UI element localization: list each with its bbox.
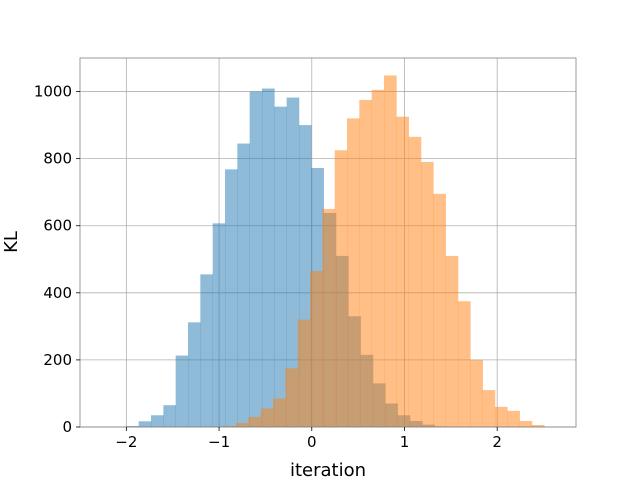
series-1-bar-11	[359, 99, 372, 427]
series-1-bar-10	[347, 118, 360, 427]
series-0-bar-1	[138, 421, 152, 427]
series-0-bar-11	[261, 88, 275, 427]
y-tick-label-1: 200	[43, 351, 72, 369]
series-1-bar-0	[223, 425, 237, 427]
series-0-bar-9	[237, 143, 250, 428]
series-1-bar-17	[433, 193, 446, 427]
x-tick-label-2: 0	[307, 433, 317, 451]
histogram-bars	[126, 75, 557, 428]
series-1-bar-7	[310, 271, 323, 427]
series-0-bar-6	[200, 274, 213, 427]
series-1-bar-1	[236, 422, 249, 427]
series-0-bar-8	[224, 169, 238, 427]
series-0-bar-7	[212, 223, 226, 427]
x-axis-ticks: −2 −1 0 1 2	[115, 427, 502, 451]
series-1-bar-25	[531, 424, 545, 427]
x-axis-label: iteration	[290, 460, 366, 480]
plot-frame	[79, 57, 577, 428]
series-0-bar-12	[274, 106, 287, 428]
series-1-bar-2	[248, 416, 261, 427]
series-1-bar-12	[371, 89, 385, 428]
x-tick-label-0: −2	[115, 433, 137, 451]
series-1-bar-6	[297, 319, 311, 427]
series-0-bar-4	[175, 355, 189, 427]
y-tick-label-2: 400	[43, 284, 72, 302]
series-1-bar-24	[519, 420, 533, 427]
series-0-bar-2	[151, 415, 164, 427]
series-0-bar-0	[126, 425, 139, 427]
series-1-bar-16	[420, 161, 434, 427]
series-0-bar-13	[286, 97, 300, 428]
y-tick-label-4: 800	[43, 150, 72, 168]
series-1-bar-14	[396, 116, 409, 428]
y-axis-ticks: 0 200 400 600 800 1000	[34, 83, 80, 436]
y-tick-label-3: 600	[43, 217, 72, 235]
y-tick-label-0: 0	[62, 418, 72, 436]
series-1-bar-19	[457, 301, 471, 427]
x-tick-label-4: 2	[492, 433, 502, 451]
series-1-bar-8	[322, 208, 335, 427]
series-0-bar-5	[188, 322, 201, 427]
series-1-bar-15	[408, 136, 422, 427]
series-0-bar-3	[163, 405, 176, 427]
series-1-bar-9	[334, 150, 348, 427]
series-0-bar-10	[249, 91, 263, 427]
series-1-bar-20	[470, 359, 483, 427]
x-tick-label-3: 1	[400, 433, 410, 451]
series-1-bar-23	[507, 410, 520, 427]
series-1-bar-13	[383, 75, 397, 427]
series-1	[223, 75, 557, 428]
y-axis-label: KL	[1, 231, 22, 253]
series-1-bar-18	[445, 255, 459, 427]
x-tick-label-1: −1	[208, 433, 230, 451]
series-1-bar-3	[260, 408, 274, 427]
series-1-bar-22	[494, 406, 508, 427]
series-1-bar-21	[482, 390, 496, 427]
y-tick-label-5: 1000	[34, 83, 72, 101]
series-1-bar-5	[285, 368, 298, 427]
series-1-bar-4	[273, 398, 286, 427]
